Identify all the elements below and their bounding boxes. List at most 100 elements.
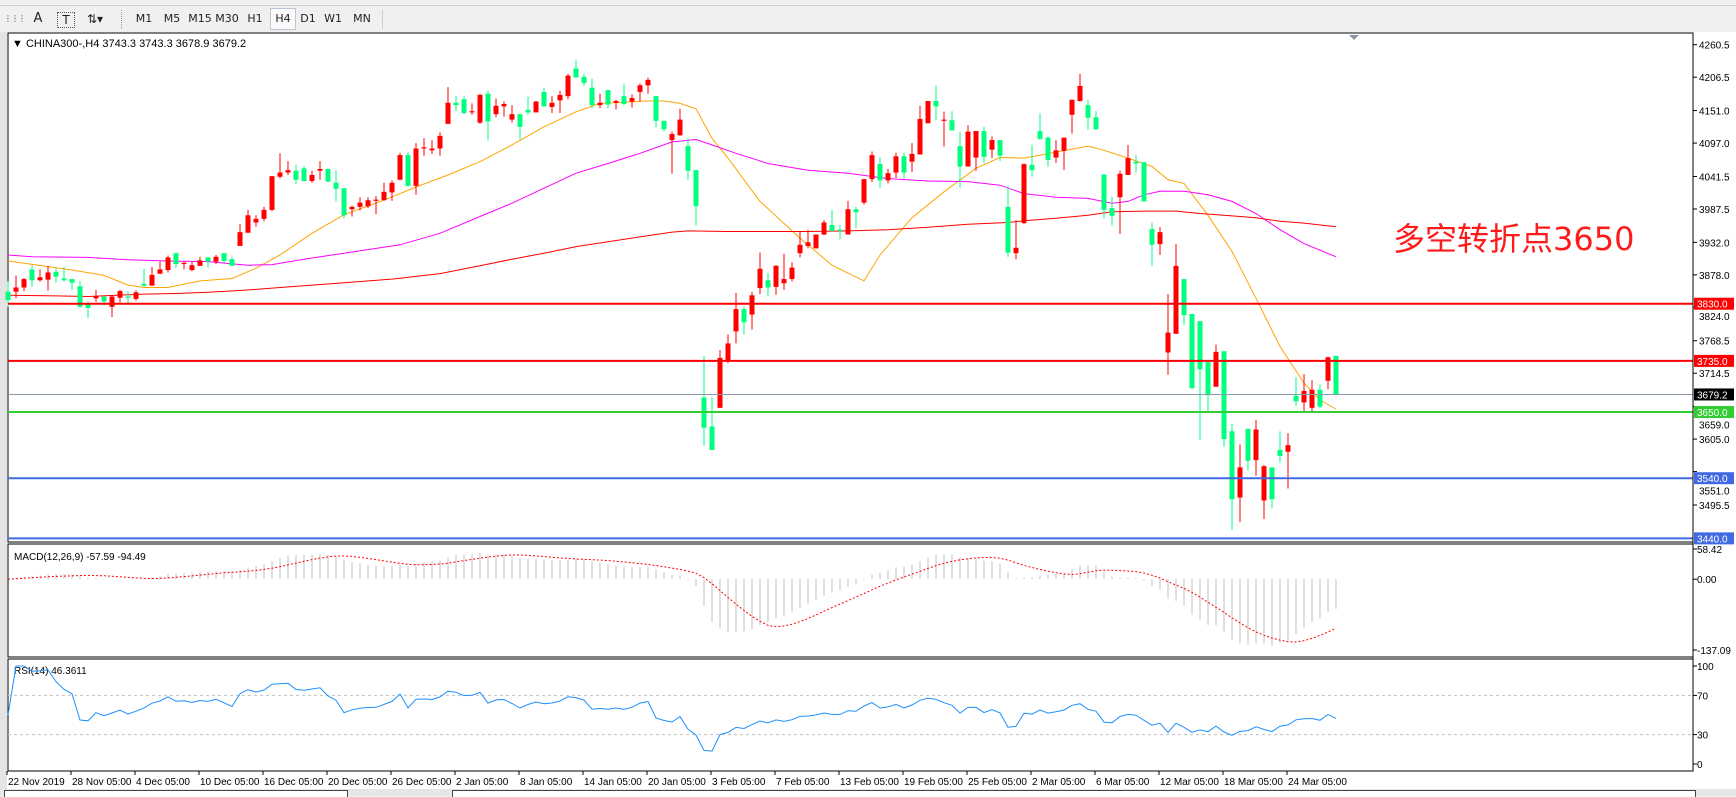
candle-up <box>613 100 619 103</box>
candle-up <box>885 173 891 181</box>
time-axis-label: 25 Feb 05:00 <box>968 777 1027 788</box>
candle-up <box>1213 351 1219 387</box>
candle-up <box>1157 232 1163 245</box>
candle-up <box>477 94 483 123</box>
candle-up <box>1237 467 1243 498</box>
candle-up <box>165 257 171 271</box>
time-axis-label: 10 Dec 05:00 <box>200 777 260 788</box>
candle-up <box>805 242 811 246</box>
timeframe-h4[interactable]: H4 <box>270 8 296 30</box>
timeframe-m30[interactable]: M30 <box>215 12 239 25</box>
candle-up <box>133 292 139 299</box>
candle-up <box>597 102 603 106</box>
time-axis-label: 2 Jan 05:00 <box>456 777 509 788</box>
candle-up <box>1285 445 1291 452</box>
candle-up <box>1117 173 1123 198</box>
candle-down <box>461 99 467 113</box>
candle-down <box>1277 449 1283 456</box>
candle-down <box>221 253 227 262</box>
candle-down <box>293 170 299 180</box>
text-label-icon[interactable]: T <box>57 12 75 28</box>
candle-up <box>437 135 443 149</box>
time-axis-label: 6 Mar 05:00 <box>1096 777 1150 788</box>
candle-up <box>893 156 899 173</box>
candle-up <box>93 296 99 299</box>
price-axis-label: 3659.0 <box>1699 421 1730 432</box>
candle-down <box>765 280 771 288</box>
candle-down <box>901 156 907 173</box>
candle-down <box>933 100 939 107</box>
candle-up <box>117 291 123 298</box>
price-axis-label: 3878.0 <box>1699 271 1730 282</box>
candle-down <box>1269 467 1275 500</box>
period-separator-icon[interactable]: ⋮⋮⋮ <box>4 14 26 23</box>
candle-up <box>37 277 43 281</box>
candle-down <box>61 278 67 281</box>
timeframe-d1[interactable]: D1 <box>300 12 316 25</box>
macd-axis-label: -137.09 <box>1697 646 1731 657</box>
candle-up <box>13 287 19 292</box>
candle-up <box>309 174 315 181</box>
chart-tab[interactable] <box>452 790 1696 797</box>
candle-down <box>1189 313 1195 388</box>
candle-up <box>157 269 163 274</box>
candle-down <box>1133 161 1139 164</box>
price-tag-bg <box>1694 406 1734 419</box>
timeframe-mn[interactable]: MN <box>353 12 371 25</box>
time-axis-label: 2 Mar 05:00 <box>1032 777 1086 788</box>
candle-up <box>317 168 323 171</box>
candle-up <box>509 114 515 120</box>
chart-window[interactable] <box>0 32 1736 790</box>
candle-down <box>837 229 843 231</box>
candle-down <box>661 120 667 130</box>
candle-down <box>525 109 531 113</box>
candle-up <box>861 179 867 203</box>
chart-annotation-text[interactable]: 多空转折点3650 <box>1393 220 1635 258</box>
candle-up <box>421 147 427 149</box>
price-axis-label: 3932.0 <box>1699 238 1730 249</box>
candle-up <box>1053 150 1059 158</box>
price-tag-bg <box>1694 532 1734 545</box>
time-axis-label: 24 Mar 05:00 <box>1288 777 1347 788</box>
chart-shift-marker-icon[interactable] <box>1349 35 1359 40</box>
chart-tab[interactable] <box>4 790 348 797</box>
candle-down <box>853 209 859 213</box>
candle-down <box>77 286 83 307</box>
candle-up <box>1253 429 1259 461</box>
price-tag-bg <box>1694 472 1734 485</box>
candle-up <box>429 148 435 151</box>
candle-down <box>1045 137 1051 160</box>
candle-up <box>469 111 475 113</box>
toolbar-end <box>382 10 384 29</box>
rsi-pane-frame <box>7 658 1694 772</box>
time-axis-label: 8 Jan 05:00 <box>520 777 573 788</box>
rsi-axis-label: 0 <box>1697 760 1703 771</box>
timeframe-m15[interactable]: M15 <box>188 12 212 25</box>
timeframe-m5[interactable]: M5 <box>163 12 181 25</box>
chart-menu-triangle-icon[interactable]: ▼ <box>12 38 26 50</box>
candle-up <box>941 119 947 121</box>
timeframe-h1[interactable]: H1 <box>247 12 263 25</box>
candle-down <box>829 224 835 231</box>
text-icon[interactable]: A <box>33 11 43 26</box>
timeframe-m1[interactable]: M1 <box>135 12 153 25</box>
timeframe-w1[interactable]: W1 <box>324 12 342 25</box>
candle-down <box>85 304 91 308</box>
candle-down <box>685 146 691 171</box>
arrows-icon[interactable]: ⇅▾ <box>86 12 104 26</box>
candle-down <box>485 93 491 122</box>
candle-up <box>149 274 155 286</box>
candle-down <box>1093 117 1099 130</box>
candle-up <box>533 101 539 113</box>
candle-up <box>757 268 763 289</box>
candle-up <box>781 279 787 284</box>
macd-signal-line <box>7 554 1337 643</box>
candle-up <box>677 119 683 136</box>
time-axis-label: 14 Jan 05:00 <box>584 777 642 788</box>
candle-up <box>645 79 651 86</box>
ma-mid-line <box>7 138 1337 266</box>
rsi-label: RSI(14) 46.3611 <box>14 666 87 677</box>
candle-up <box>285 170 291 173</box>
candle-down <box>573 68 579 78</box>
